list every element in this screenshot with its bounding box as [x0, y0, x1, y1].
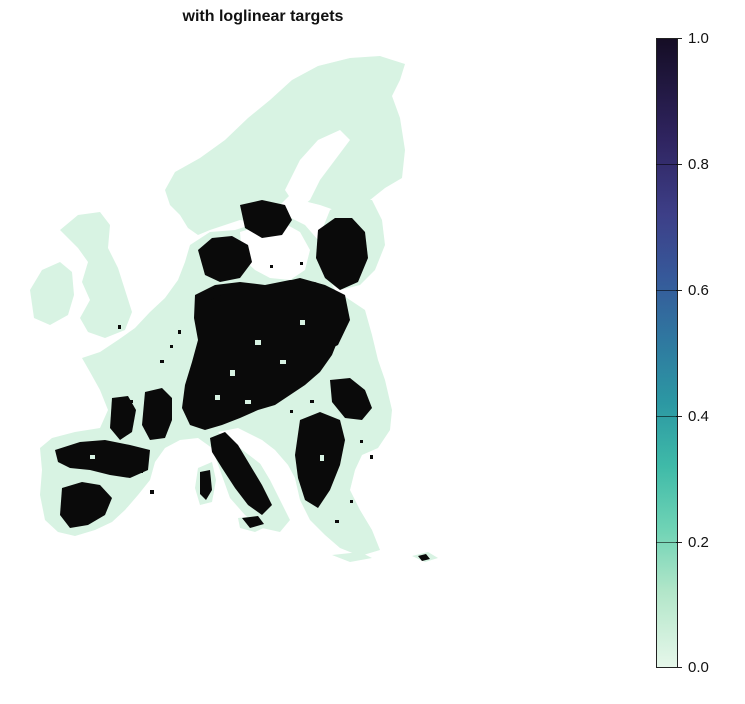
- france-east-cluster: [142, 388, 172, 440]
- speckles: [95, 262, 373, 523]
- sardinia-cluster: [200, 470, 212, 500]
- finland-cluster: [316, 218, 368, 290]
- sweden-east-cluster: [240, 200, 292, 238]
- legend-gridline-0-4: [656, 416, 678, 417]
- denmark-cluster: [210, 295, 230, 318]
- baltic-sea: [240, 222, 310, 280]
- eastern-cluster: [330, 378, 372, 420]
- adriatic: [218, 428, 290, 478]
- gulf-of-bothnia: [285, 130, 350, 210]
- map-title: with loglinear targets: [182, 8, 344, 25]
- legend-tick-1-0: [676, 38, 682, 39]
- spain-south-cluster: [60, 482, 112, 528]
- legend-gridline-0-2: [656, 542, 678, 543]
- legend-tick-0-2: [676, 542, 682, 543]
- france-west-cluster: [110, 396, 136, 440]
- legend-tick-0-4: [676, 416, 682, 417]
- seas: [218, 130, 350, 478]
- legend-tick-0-0: [676, 667, 682, 668]
- legend-tick-0-6: [676, 290, 682, 291]
- italy-cluster: [210, 432, 272, 515]
- spain-north-cluster: [55, 440, 150, 478]
- legend-label-1-0: 1.0: [688, 30, 709, 47]
- legend-gridline-0-8: [656, 164, 678, 165]
- europe-map: [30, 56, 438, 562]
- great-britain: [60, 212, 132, 338]
- scandinavia: [165, 56, 405, 235]
- ireland: [30, 262, 74, 325]
- cyprus-cluster: [418, 554, 430, 561]
- legend-label-0-4: 0.4: [688, 408, 709, 425]
- legend-label-0-0: 0.0: [688, 659, 709, 676]
- legend-label-0-6: 0.6: [688, 282, 709, 299]
- sweden-south-cluster: [198, 236, 252, 282]
- legend-label-0-2: 0.2: [688, 534, 709, 551]
- sicily-cluster: [242, 516, 264, 528]
- legend-tick-0-8: [676, 164, 682, 165]
- color-legend-bar: [656, 38, 678, 668]
- poland-baltic-cluster: [270, 278, 350, 355]
- legend-label-0-8: 0.8: [688, 156, 709, 173]
- holes: [90, 320, 324, 461]
- crete: [332, 552, 372, 562]
- high-value-regions: [55, 200, 430, 561]
- legend-gridline-0-6: [656, 290, 678, 291]
